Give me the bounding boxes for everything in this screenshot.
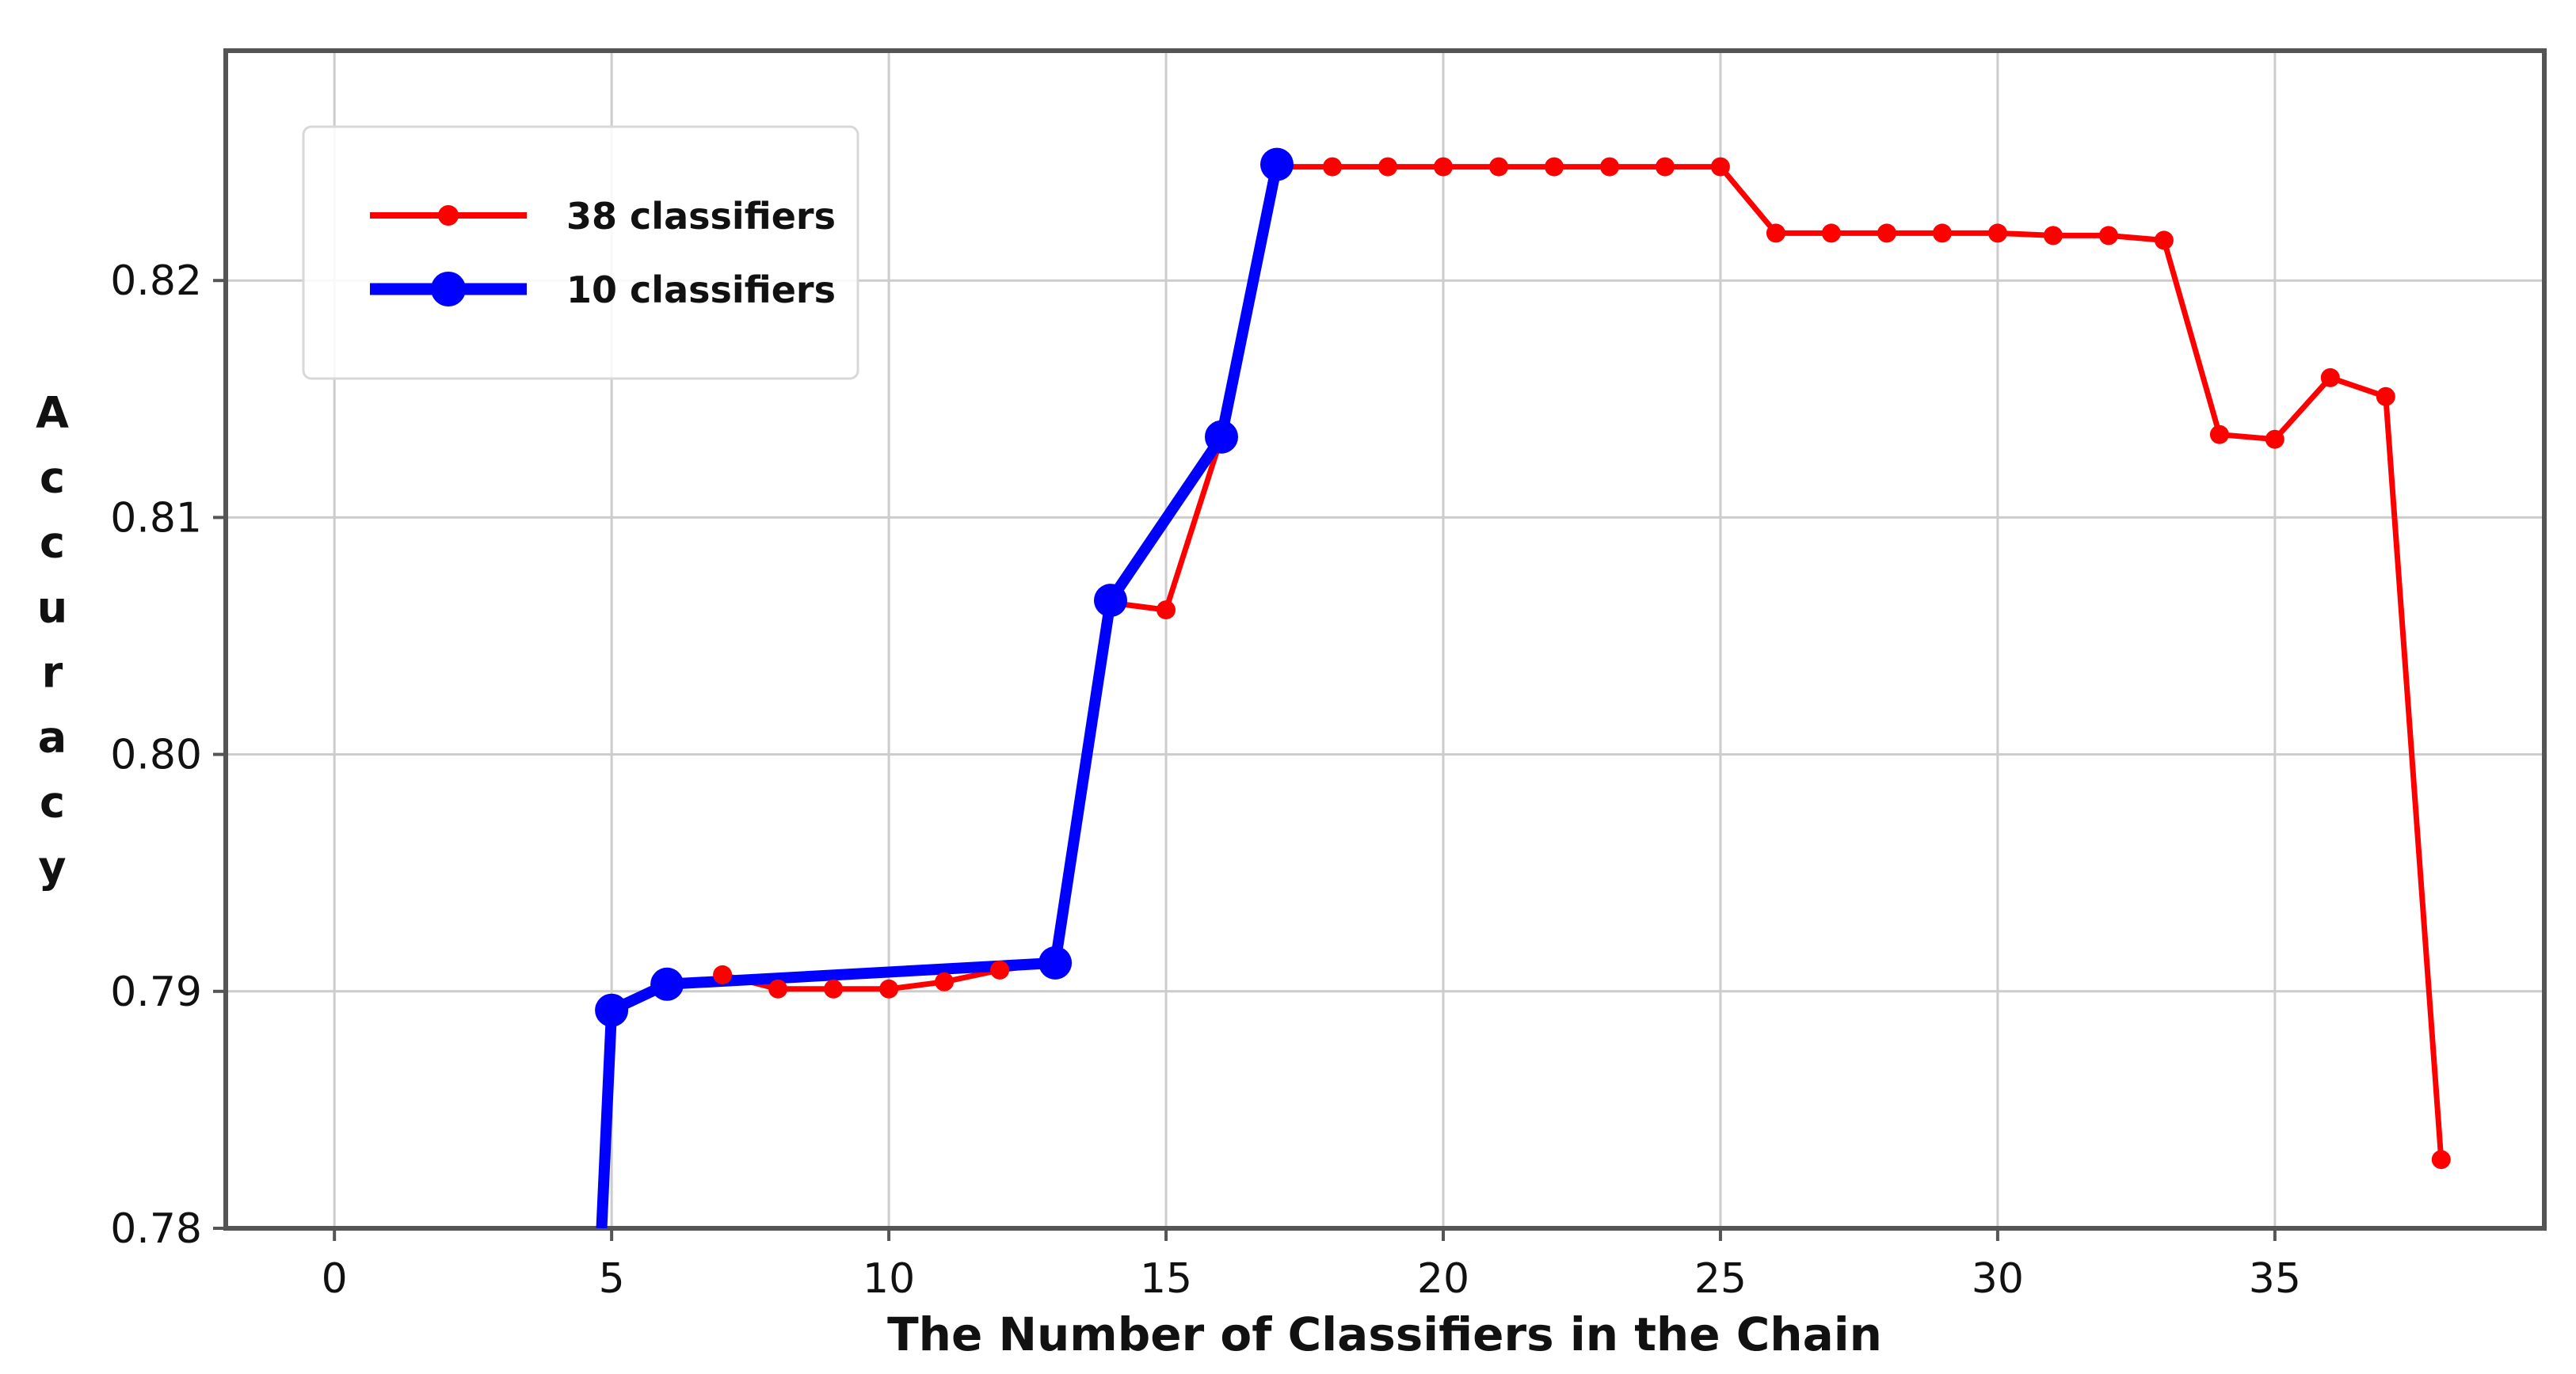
x-tick-label: 10 [863, 1255, 915, 1303]
data-point-marker [1766, 223, 1785, 243]
x-tick-label: 15 [1140, 1255, 1192, 1303]
data-point-marker [2320, 367, 2340, 387]
legend-label: 10 classifiers [566, 268, 836, 311]
data-point-marker [1932, 223, 1952, 243]
data-point-marker [1378, 157, 1397, 177]
data-markers [595, 147, 2451, 1170]
x-tick-labels: 0 5 10 15 20 25 30 35 [322, 1255, 2301, 1303]
data-point-marker [2154, 230, 2174, 250]
y-tick-label: 0.78 [110, 1205, 202, 1253]
series-markers-38-classifiers [713, 157, 2451, 1170]
data-point-marker [1821, 223, 1841, 243]
y-axis-title-letter: c [40, 778, 65, 828]
data-point-marker [1545, 157, 1564, 177]
data-point-marker [1205, 420, 1238, 454]
legend: 38 classifiers 10 classifiers [302, 125, 859, 380]
data-point-marker [935, 972, 955, 991]
data-point-marker [2098, 226, 2118, 245]
data-point-marker [2431, 1150, 2451, 1170]
circle-marker [431, 272, 466, 306]
plot-border [223, 48, 2547, 1231]
data-point-marker [1489, 157, 1508, 177]
y-axis-title-letter: y [38, 843, 66, 893]
data-point-marker [1987, 223, 2007, 243]
legend-entry-10-classifiers: 10 classifiers [370, 268, 836, 311]
y-axis-title-letter: a [38, 713, 67, 763]
y-tick-label: 0.82 [110, 257, 202, 305]
data-point-marker [1656, 157, 1675, 177]
data-point-marker [824, 979, 844, 999]
axis-ticks [213, 279, 2277, 1241]
x-tick-label: 25 [1694, 1255, 1747, 1303]
x-tick-label: 35 [2249, 1255, 2301, 1303]
series-markers-10-classifiers [595, 147, 1294, 1027]
data-point-marker [595, 993, 629, 1027]
data-point-marker [2043, 226, 2063, 245]
x-axis-title: The Number of Classifiers in the Chain [887, 1307, 1882, 1361]
y-axis-title-letter: A [36, 388, 69, 438]
circle-marker [438, 205, 459, 226]
y-axis-title-letter: c [40, 518, 65, 568]
data-series [596, 163, 2445, 1228]
legend-label: 38 classifiers [566, 195, 836, 238]
data-point-marker [1038, 946, 1073, 980]
data-point-marker [1710, 157, 1730, 177]
legend-entry-38-classifiers: 38 classifiers [370, 195, 836, 238]
data-point-marker [1600, 157, 1619, 177]
data-point-marker [713, 965, 733, 984]
data-point-marker [1094, 584, 1127, 618]
x-tick-label: 20 [1417, 1255, 1469, 1303]
data-point-marker [650, 967, 684, 1001]
y-axis-title-letter: u [37, 583, 67, 633]
data-point-marker [1260, 147, 1294, 181]
data-point-marker [2376, 386, 2395, 406]
data-point-marker [1877, 223, 1896, 243]
legend-box [302, 125, 859, 380]
x-tick-label: 5 [599, 1255, 625, 1303]
y-axis-title-letter: r [42, 648, 63, 698]
axes-spines [223, 48, 2547, 1231]
y-tick-label: 0.79 [110, 969, 202, 1016]
data-point-marker [2265, 429, 2284, 449]
data-point-marker [1434, 157, 1453, 177]
x-tick-label: 30 [1972, 1255, 2024, 1303]
x-tick-label: 0 [322, 1255, 348, 1303]
data-point-marker [990, 960, 1010, 980]
data-point-marker [1323, 157, 1342, 177]
y-tick-labels: 0.78 0.79 0.80 0.81 0.82 [110, 257, 202, 1253]
series-line-38-classifiers [722, 164, 2445, 1160]
data-point-marker [879, 979, 899, 999]
y-axis-title-letter: c [40, 453, 65, 503]
data-point-marker [2209, 424, 2229, 444]
data-point-marker [768, 979, 788, 999]
data-point-marker [1157, 600, 1176, 620]
y-tick-label: 0.81 [110, 494, 202, 542]
y-tick-label: 0.80 [110, 732, 202, 779]
